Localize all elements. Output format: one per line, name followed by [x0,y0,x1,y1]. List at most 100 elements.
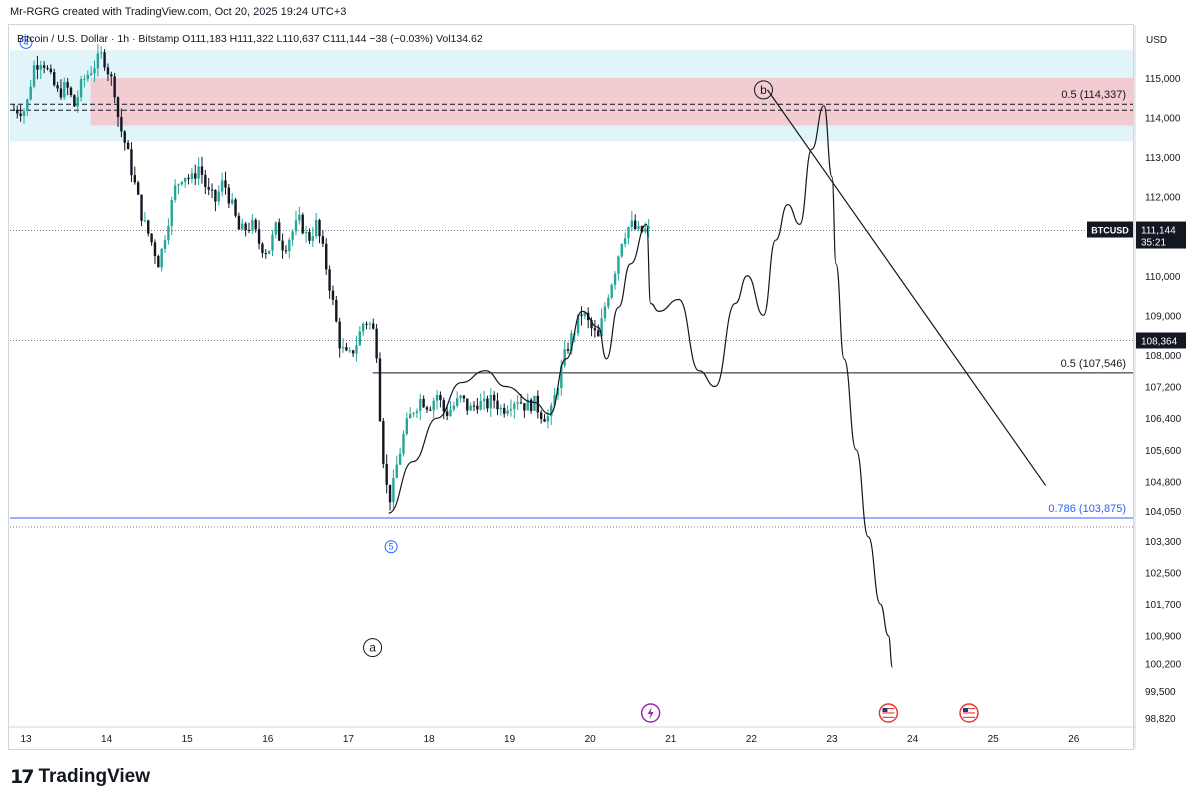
level-price-label: 108,364 [1141,336,1178,347]
candle-body [560,365,563,389]
candle-body [274,222,278,235]
candle-body [157,256,160,268]
candle-body [425,407,429,410]
candle-body [298,214,301,221]
candle-body [486,398,489,409]
flag-canton [882,708,888,712]
flag-stripe [882,708,895,710]
candle-body [314,219,318,237]
candle-body [167,225,170,241]
candle-body [506,410,509,414]
candle-body [378,358,382,422]
candle-body [53,72,56,86]
candle-body [529,399,533,411]
candle-body [345,347,348,351]
candle-body [435,395,439,401]
ohlc-change: −38 (−0.03%) [369,33,434,45]
candle-body [123,131,126,143]
candle-body [163,240,167,249]
candle-body [254,219,257,230]
flag-stripe [882,714,895,716]
ohlc-close: C111,144 [322,33,367,45]
candle-body [489,394,492,409]
candle-body [194,173,197,179]
candle-body [358,331,362,346]
candle-body [452,405,456,410]
candle-body [110,74,113,77]
candle-body [412,413,415,415]
candle-body [603,306,607,319]
time-axis: 13 14 15 16 17 18 19 20 21 22 23 24 25 26 [9,726,1135,745]
currency-label[interactable]: USD [1146,35,1168,46]
candle-body [445,411,449,416]
price-tick: 101,700 [1145,600,1182,611]
events-layer [640,703,979,723]
candle-body [130,149,133,176]
time-tick: 26 [1068,734,1080,745]
price-tick: 103,300 [1145,537,1182,548]
candle-body [439,395,442,401]
candle-body [180,181,184,185]
wave-label-b-circle [753,80,773,100]
price-tick: 99,500 [1145,687,1176,698]
candle-body [89,73,93,75]
candle-body [482,398,486,401]
candle-body [402,434,405,454]
volume: Vol134.62 [435,33,483,45]
candle-body [634,220,637,229]
candle-body [576,314,580,334]
candle-body [382,421,385,464]
crypto-event-icon[interactable] [640,703,661,723]
tradingview-logo[interactable]: 17 TradingView [10,766,150,788]
price-tick: 110,000 [1145,272,1181,283]
candle-body [496,400,499,410]
candle-body [623,238,627,245]
wave-label-4: 4 [23,37,28,47]
candle-body [318,219,321,237]
candle-body [204,174,207,188]
candle-body [405,418,409,435]
candle-body [513,403,516,410]
us-flag-event-icon[interactable] [959,703,979,723]
candle-body [257,229,261,244]
lightning-icon [647,707,654,719]
price-tick: 106,400 [1145,414,1182,425]
candle-body [341,347,345,349]
candle-body [16,109,19,114]
time-tick: 21 [665,734,677,745]
candle-body [39,65,42,70]
time-tick: 20 [585,734,597,745]
candle-body [170,199,173,226]
us-flag-event-icon[interactable] [878,703,899,723]
candle-body [372,323,375,329]
price-tick: 98,820 [1145,714,1176,725]
candle-body [284,250,288,252]
candle-body [241,223,244,230]
candle-body [237,215,241,230]
price-tick: 100,900 [1145,632,1182,643]
candle-body [26,99,29,111]
fib-0-5-lower-label: 0.5 (107,546) [1061,358,1126,370]
price-tick: 104,050 [1145,507,1182,518]
time-tick: 22 [746,734,758,745]
candle-body [647,226,650,229]
candle-body [224,180,227,188]
candle-body [408,414,412,419]
symbol-name[interactable]: Bitcoin / U.S. Dollar · 1h · Bitstamp [17,33,180,45]
candle-body [533,395,536,411]
candle-body [593,328,597,331]
current-price-label-bg [1136,221,1186,249]
candle-body [56,85,59,89]
candle-body [234,199,237,216]
projection-path [388,105,894,668]
candle-body [177,184,180,186]
candle-body [419,398,422,411]
current-price-label: 111,144 [1141,226,1176,237]
labels-layer: 4 5 a b [19,35,773,658]
candle-body [160,248,163,268]
wave-label-a: a [369,641,376,655]
candle-body [46,67,49,69]
watermark-header: Mr-RGRG created with TradingView.com, Oc… [10,6,347,18]
candle-body [466,398,469,411]
